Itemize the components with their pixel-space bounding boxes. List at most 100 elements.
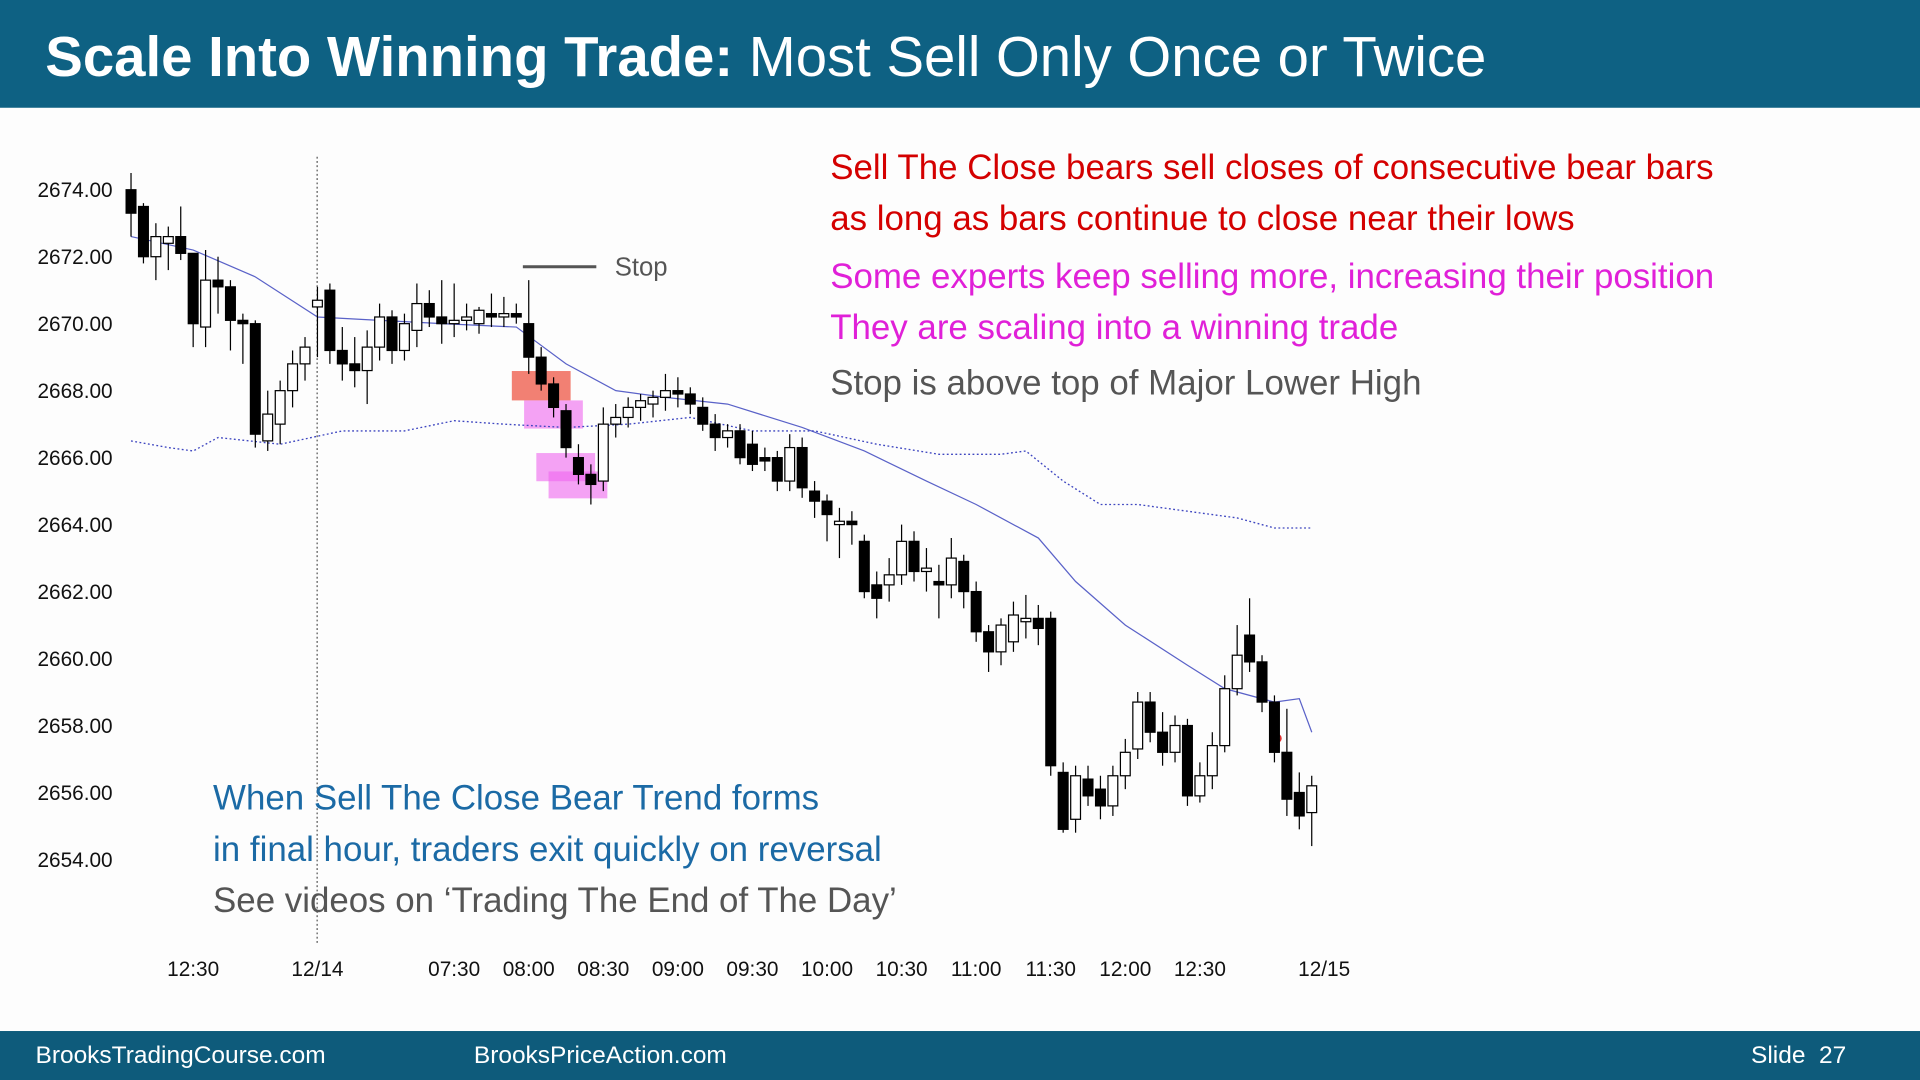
- candle-body: [548, 383, 560, 409]
- candle-body: [883, 574, 895, 586]
- candle-body: [672, 390, 684, 395]
- annotation: See videos on ‘Trading The End of The Da…: [213, 881, 897, 920]
- x-tick-label: 11:00: [951, 958, 1001, 981]
- title-bold: Scale Into Winning Trade:: [45, 25, 733, 88]
- candle-body: [1070, 775, 1082, 820]
- y-tick-label: 2670.00: [37, 313, 112, 336]
- candle-body: [1119, 751, 1131, 777]
- candle-body: [1144, 701, 1156, 733]
- candle-body: [933, 580, 945, 586]
- title-rest: Most Sell Only Once or Twice: [749, 25, 1487, 88]
- x-tick-label: 09:30: [726, 958, 778, 981]
- candle-body: [212, 279, 224, 288]
- candle-body: [1020, 617, 1032, 623]
- candle-body: [1293, 791, 1305, 817]
- footer-bar: [0, 1031, 1920, 1080]
- candle-body: [1007, 614, 1019, 643]
- candle-body: [249, 323, 261, 435]
- y-tick-label: 2658.00: [37, 715, 112, 738]
- candle-body: [1244, 634, 1256, 663]
- candle-body: [958, 560, 970, 593]
- candle-body: [361, 346, 373, 372]
- candle-body: [324, 289, 336, 352]
- candle-body: [1219, 688, 1231, 747]
- candle-body: [1268, 701, 1280, 753]
- annotation: Some experts keep selling more, increasi…: [830, 257, 1714, 296]
- x-tick-label: 12/14: [291, 958, 343, 981]
- y-tick-label: 2668.00: [37, 380, 112, 403]
- overlay-line: [130, 416, 1312, 529]
- candle-body: [1194, 775, 1206, 797]
- x-tick-label: 07:30: [428, 958, 480, 981]
- candle-body: [858, 540, 870, 593]
- candle-body: [1082, 778, 1094, 797]
- candle-body: [821, 500, 833, 516]
- y-tick-label: 2660.00: [37, 648, 112, 671]
- candle-body: [125, 189, 137, 214]
- candle-body: [1181, 724, 1193, 797]
- candle-body: [995, 624, 1007, 653]
- candle-body: [498, 313, 510, 318]
- candle-body: [386, 316, 398, 352]
- candle-body: [846, 520, 858, 526]
- x-tick-label: 08:00: [503, 958, 555, 981]
- candle-body: [150, 236, 162, 258]
- candle-body: [311, 299, 323, 308]
- candle-body: [709, 423, 721, 439]
- candle-body: [1107, 775, 1119, 807]
- annotation: Sell The Close bears sell closes of cons…: [830, 148, 1713, 187]
- candle-body: [287, 363, 299, 392]
- y-tick-label: 2654.00: [37, 849, 112, 872]
- annotation: Stop is above top of Major Lower High: [830, 363, 1421, 402]
- x-tick-label: 12:30: [167, 958, 219, 981]
- candle-body: [374, 316, 386, 348]
- header-bar: [0, 0, 1920, 108]
- candle-body: [162, 236, 174, 244]
- candle-body: [1206, 745, 1218, 777]
- candle-body: [237, 319, 249, 325]
- candle-body: [1132, 701, 1144, 750]
- candle-body: [896, 540, 908, 576]
- candle-body: [771, 457, 783, 482]
- candle-body: [734, 430, 746, 459]
- annotation: as long as bars continue to close near t…: [830, 199, 1574, 238]
- candle-body: [809, 490, 821, 502]
- candle-body: [535, 356, 547, 385]
- candle-body: [1256, 661, 1268, 703]
- annotation: in final hour, traders exit quickly on r…: [213, 830, 882, 869]
- candle-body: [137, 205, 149, 258]
- candle-body: [908, 540, 920, 573]
- slide-title: Scale Into Winning Trade: Most Sell Only…: [45, 25, 1486, 88]
- candle-body: [945, 557, 957, 586]
- candle-body: [175, 236, 187, 254]
- candle-body: [224, 286, 236, 321]
- footer-left: BrooksTradingCourse.com: [36, 1042, 326, 1069]
- candle-body: [585, 473, 597, 486]
- y-tick-label: 2666.00: [37, 447, 112, 470]
- candle-body: [784, 446, 796, 482]
- candle-body: [920, 567, 932, 573]
- x-tick-label: 12:30: [1174, 958, 1226, 981]
- candle-body: [746, 443, 758, 465]
- candle-body: [610, 416, 622, 425]
- candle-body: [336, 349, 348, 365]
- candle-body: [635, 400, 647, 409]
- candle-body: [697, 406, 709, 425]
- candle-body: [1169, 724, 1181, 753]
- x-tick-label: 09:00: [652, 958, 704, 981]
- x-tick-label: 12/15: [1298, 958, 1350, 981]
- x-tick-label: 12:00: [1099, 958, 1151, 981]
- annotation: When Sell The Close Bear Trend forms: [213, 778, 819, 817]
- candle-body: [796, 446, 808, 489]
- candle-body: [436, 316, 448, 325]
- footer-slide: Slide 27: [1751, 1042, 1846, 1069]
- candle-body: [187, 252, 199, 325]
- annotation: They are scaling into a winning trade: [830, 308, 1398, 347]
- candle-body: [722, 430, 734, 439]
- candle-body: [647, 396, 659, 405]
- candle-body: [510, 313, 522, 318]
- candle-body: [1057, 771, 1069, 830]
- candle-body: [262, 413, 274, 442]
